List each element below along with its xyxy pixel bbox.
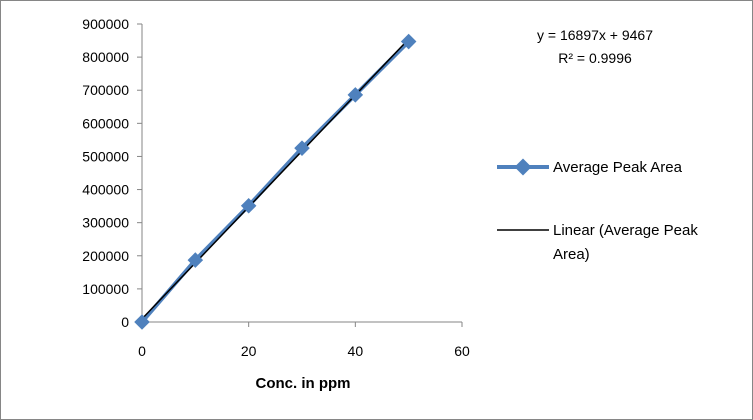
trendline: [141, 38, 410, 320]
y-tick-label: 200000: [82, 248, 129, 264]
y-tick-label: 900000: [82, 16, 129, 32]
legend: Average Peak Area Linear (Average Peak A…: [497, 158, 698, 263]
x-axis-label: Conc. in ppm: [256, 375, 351, 392]
y-tick-label: 700000: [82, 82, 129, 98]
legend-diamond-icon: [514, 158, 532, 176]
x-tick-label: 40: [348, 343, 364, 359]
x-tick-label: 20: [241, 343, 257, 359]
x-tick-label: 60: [454, 343, 470, 359]
y-tick-label: 100000: [82, 281, 129, 297]
y-tick-label: 500000: [82, 148, 129, 164]
y-tick-label: 400000: [82, 182, 129, 198]
y-tick-label: 300000: [82, 215, 129, 231]
legend-series-label: Average Peak Area: [553, 159, 683, 176]
y-tick-label: 800000: [82, 49, 129, 65]
trendline-equation: y = 16897x + 9467: [537, 27, 653, 43]
data-point: [294, 140, 310, 156]
data-point: [134, 314, 150, 330]
y-tick-label: 0: [121, 314, 129, 330]
legend-trendline-label-2: Area): [553, 246, 590, 263]
data-point: [240, 198, 257, 214]
x-tick-label: 0: [138, 343, 146, 359]
y-tick-label: 600000: [82, 115, 129, 131]
legend-trendline-label-1: Linear (Average Peak: [553, 222, 698, 239]
trendline-r-squared: R² = 0.9996: [558, 50, 632, 66]
